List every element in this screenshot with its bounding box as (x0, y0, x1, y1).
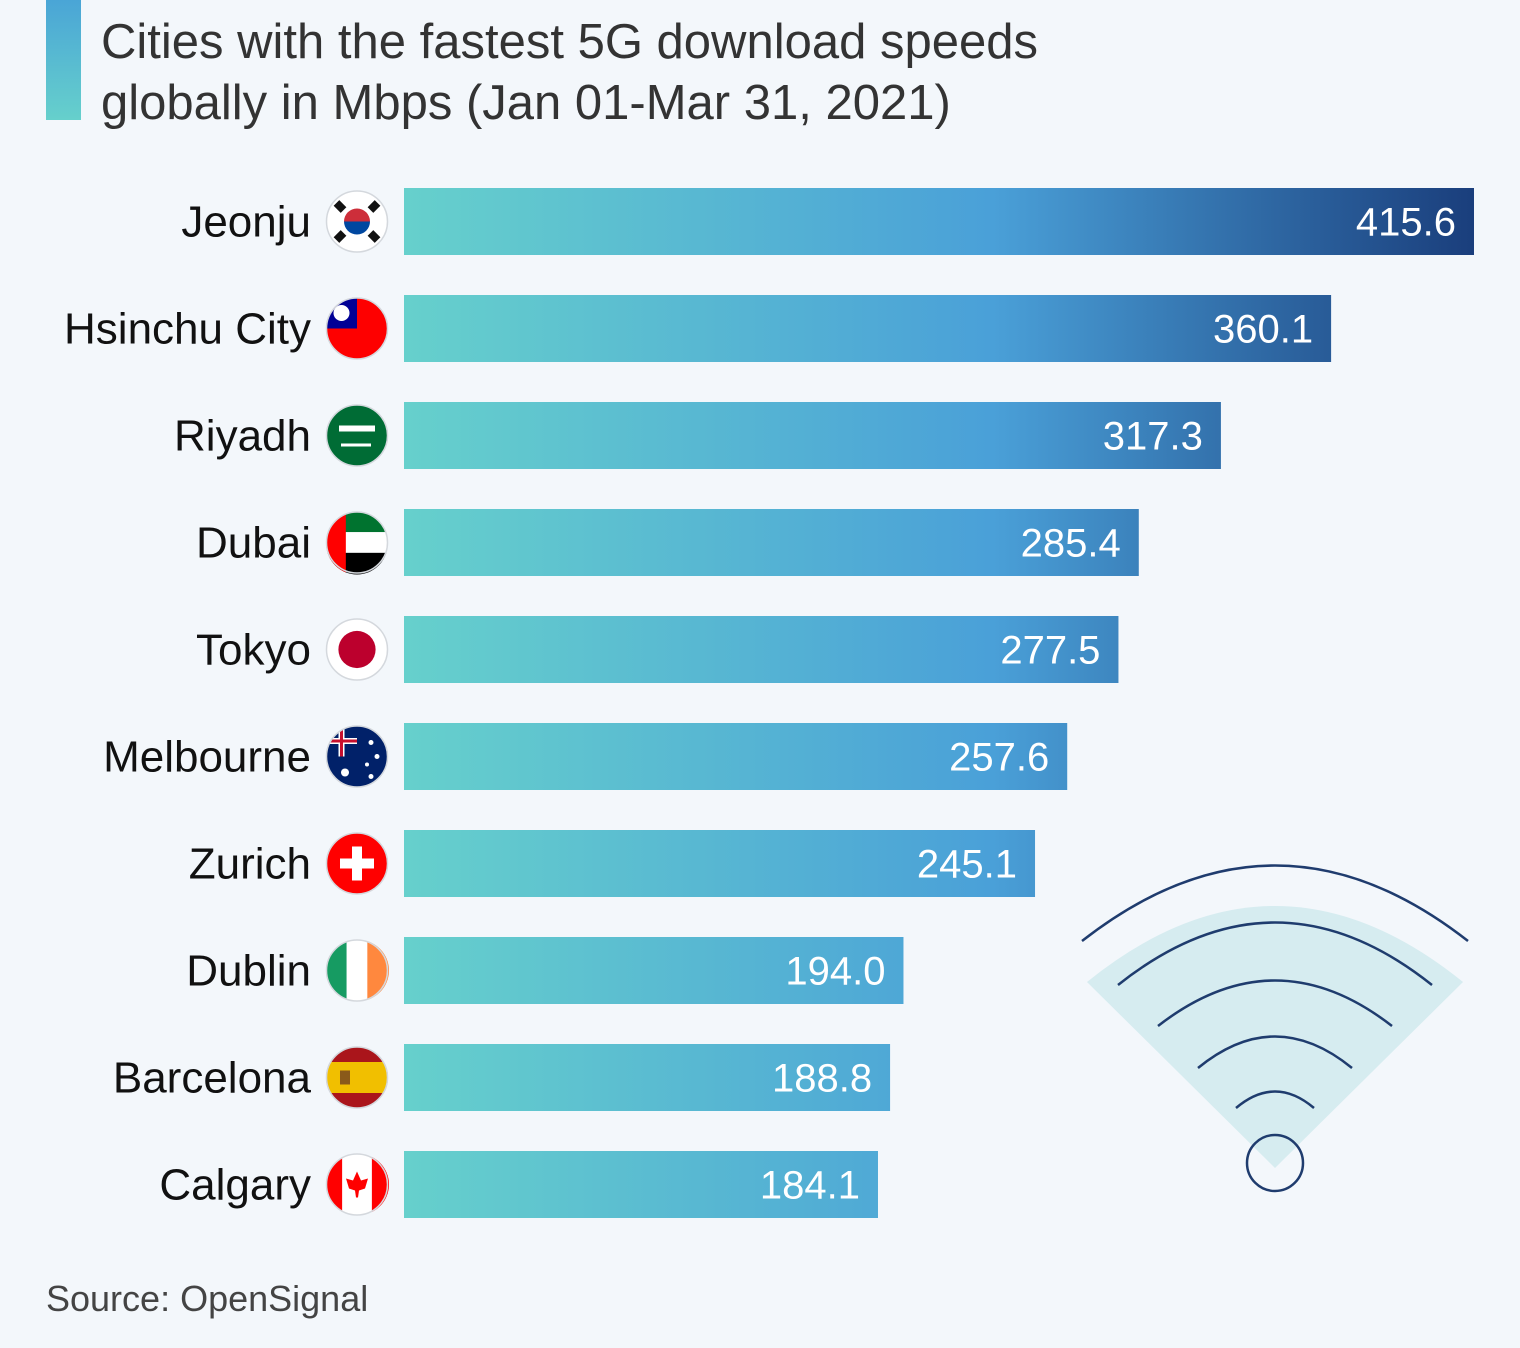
wifi-icon (1081, 864, 1469, 1193)
spain-flag-icon (325, 1046, 389, 1109)
data-label: 360.1 (1213, 308, 1313, 352)
data-label: 194.0 (785, 950, 885, 994)
japan-flag-icon (325, 618, 389, 681)
category-label: Calgary (159, 1161, 311, 1210)
category-label: Dubai (196, 519, 311, 568)
bar-riyadh (404, 402, 1221, 469)
australia-flag-icon (325, 725, 389, 788)
canada-flag-icon (325, 1153, 389, 1216)
bar-tokyo (404, 616, 1119, 683)
data-label: 245.1 (917, 843, 1017, 887)
bar-zurich (404, 830, 1036, 897)
data-label: 317.3 (1103, 415, 1203, 459)
switzerland-flag-icon (325, 832, 389, 895)
uae-flag-icon (325, 511, 389, 575)
data-label: 257.6 (949, 736, 1049, 780)
category-label: Barcelona (113, 1054, 312, 1103)
saudi-arabia-flag-icon (325, 404, 389, 467)
south-korea-flag-icon (325, 190, 389, 253)
bar-jeonju (404, 188, 1474, 255)
bar-hsinchu-city (404, 295, 1332, 362)
category-label: Hsinchu City (64, 305, 311, 354)
bar-dubai (404, 509, 1139, 576)
data-label: 188.8 (772, 1057, 872, 1101)
bar-barcelona (404, 1044, 891, 1111)
source-note: Source: OpenSignal (46, 1278, 369, 1319)
category-label: Riyadh (174, 412, 311, 461)
ireland-flag-icon (325, 939, 389, 1002)
data-label: 415.6 (1356, 201, 1456, 245)
data-label: 285.4 (1021, 522, 1121, 566)
category-label: Zurich (189, 840, 311, 889)
chart-title: Cities with the fastest 5G download spee… (101, 15, 1038, 130)
category-label: Dublin (186, 947, 311, 996)
category-label: Jeonju (181, 198, 311, 247)
category-label: Melbourne (103, 733, 311, 782)
data-label: 184.1 (760, 1164, 860, 1208)
bar-dublin (404, 937, 904, 1004)
category-label: Tokyo (196, 626, 311, 675)
taiwan-flag-icon (325, 297, 389, 360)
bar-melbourne (404, 723, 1068, 790)
data-label: 277.5 (1000, 629, 1100, 673)
bar-calgary (404, 1151, 878, 1218)
title-accent-bar (46, 0, 81, 120)
